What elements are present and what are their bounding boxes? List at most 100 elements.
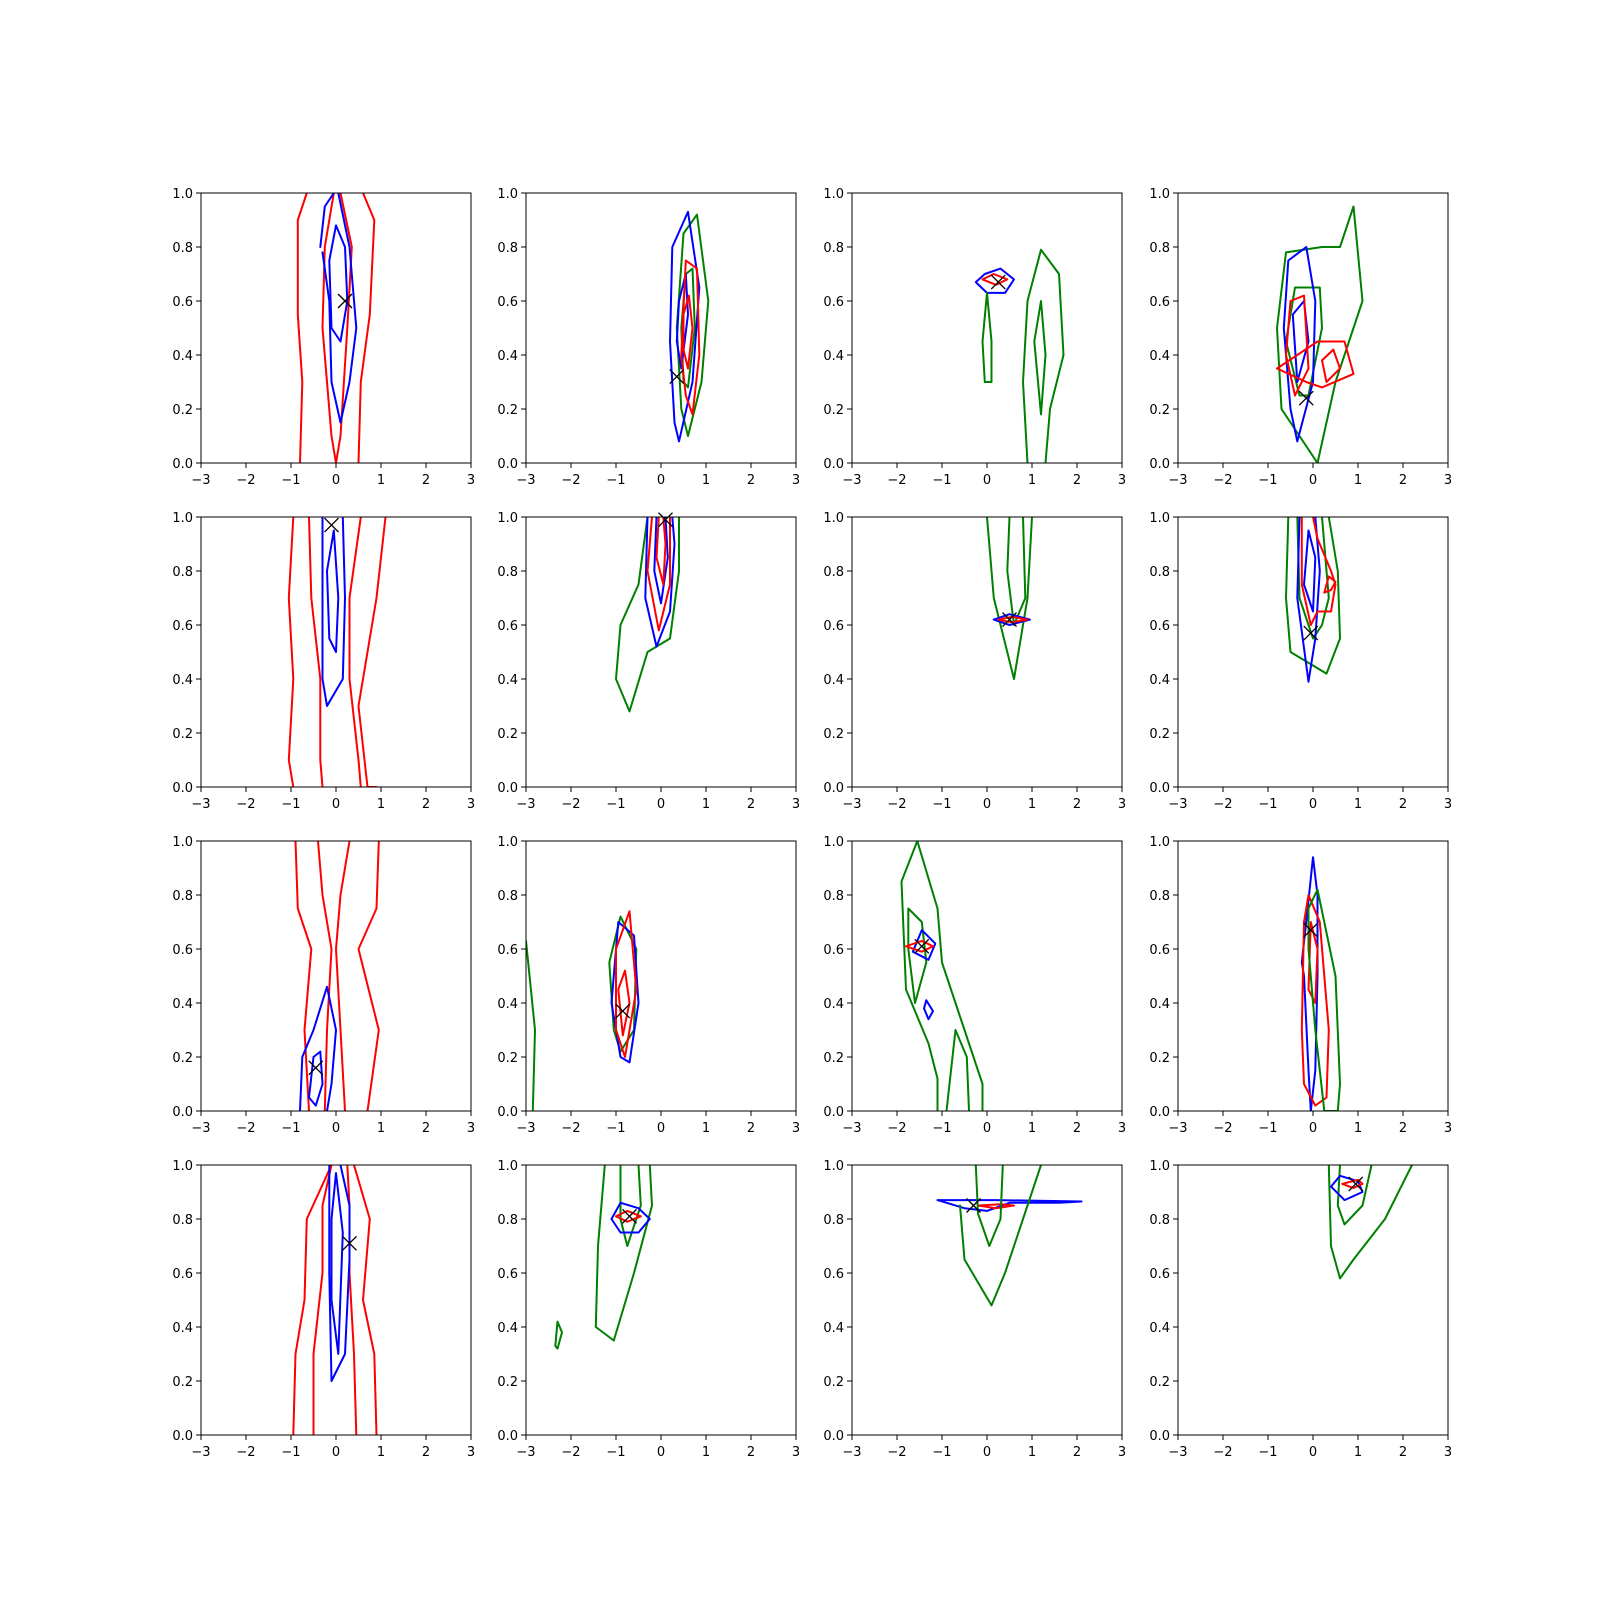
y-tick-label: 1.0	[172, 187, 193, 202]
x-tick-label: 1	[702, 1121, 710, 1136]
y-tick-label: 0.6	[497, 943, 518, 958]
y-tick-label: 1.0	[172, 1159, 193, 1174]
y-tick-label: 0.8	[823, 1213, 844, 1228]
green-contour-line	[526, 939, 536, 1111]
y-tick-label: 1.0	[823, 1159, 844, 1174]
panel-13: −3 −2 −1 0 1 2 3 0.0 0.2 0.4 0.6 0.8 1.0	[172, 1159, 475, 1460]
axes-frame	[1177, 192, 1449, 464]
x-tick-label: −2	[236, 1121, 255, 1136]
y-tick-label: 0.6	[1149, 295, 1170, 310]
x-tick-label: 3	[792, 797, 800, 812]
x-tick-label: −2	[561, 797, 580, 812]
contour-group	[296, 193, 376, 463]
x-tick-label: −1	[606, 1121, 625, 1136]
contour-group	[669, 210, 710, 443]
axes-frame	[200, 1164, 472, 1436]
x-marker	[1303, 625, 1319, 641]
panel-8: −3 −2 −1 0 1 2 3 0.0 0.2 0.4 0.6 0.8 1.0	[1149, 511, 1452, 812]
panel-16: −3 −2 −1 0 1 2 3 0.0 0.2 0.4 0.6 0.8 1.0	[1149, 1159, 1452, 1460]
x-tick-label: 1	[1354, 1121, 1362, 1136]
x-tick-label: −1	[1258, 797, 1277, 812]
contour-group	[1285, 517, 1341, 683]
red-contour-line	[335, 841, 351, 1111]
green-contour-line	[900, 841, 939, 1111]
contour-group	[936, 1165, 1083, 1307]
blue-contour-line	[308, 1050, 324, 1107]
green-contour-line	[1336, 1165, 1373, 1226]
x-tick-label: −1	[932, 797, 951, 812]
y-tick-label: 0.6	[1149, 619, 1170, 634]
x-tick-label: 0	[657, 797, 665, 812]
x-tick-label: −3	[1168, 1445, 1187, 1460]
x-tick-label: 1	[1354, 473, 1362, 488]
contour-group	[986, 517, 1033, 680]
x-tick-label: 0	[1309, 1121, 1317, 1136]
blue-contour-line	[1296, 517, 1321, 683]
axes-frame	[525, 1164, 797, 1436]
red-contour-line	[353, 1165, 378, 1435]
x-tick-label: −3	[842, 473, 861, 488]
y-tick-label: 1.0	[1149, 187, 1170, 202]
red-contour-line	[357, 841, 380, 1111]
x-tick-label: −2	[1213, 473, 1232, 488]
x-tick-label: −3	[842, 797, 861, 812]
red-contour-line	[287, 517, 295, 787]
green-contour-line	[1006, 517, 1027, 626]
x-tick-label: 1	[1028, 1121, 1036, 1136]
green-contour-line	[981, 291, 993, 383]
y-tick-label: 1.0	[1149, 1159, 1170, 1174]
y-tick-label: 0.0	[1149, 1429, 1170, 1444]
y-tick-label: 1.0	[497, 1159, 518, 1174]
x-tick-label: 0	[983, 797, 991, 812]
x-tick-label: 0	[657, 1121, 665, 1136]
x-tick-label: 2	[422, 1445, 430, 1460]
y-tick-label: 1.0	[497, 511, 518, 526]
x-tick-label: 1	[1028, 1445, 1036, 1460]
blue-contour-line	[923, 999, 934, 1021]
y-tick-label: 0.0	[497, 457, 518, 472]
x-tick-label: 2	[422, 1121, 430, 1136]
x-tick-label: −1	[281, 1121, 300, 1136]
green-contour-line	[1285, 517, 1341, 675]
y-tick-label: 0.4	[823, 673, 844, 688]
red-contour-line	[308, 517, 324, 787]
axes-frame	[851, 192, 1123, 464]
blue-contour-line	[974, 267, 1015, 294]
x-tick-label: −2	[561, 1121, 580, 1136]
y-tick-label: 0.2	[1149, 403, 1170, 418]
axes-frame	[200, 192, 472, 464]
red-contour-line	[321, 193, 353, 463]
axes-frame	[525, 516, 797, 788]
x-tick-label: −3	[191, 1121, 210, 1136]
y-tick-label: 0.4	[172, 673, 193, 688]
green-contour-line	[1285, 286, 1323, 397]
x-tick-label: −1	[281, 1445, 300, 1460]
blue-contour-line	[326, 529, 340, 653]
contour-group	[1276, 205, 1364, 463]
y-tick-label: 0.4	[1149, 1321, 1170, 1336]
blue-contour-line	[321, 193, 358, 424]
red-contour-line	[357, 517, 387, 787]
x-marker	[1348, 1176, 1364, 1192]
x-tick-label: 0	[1309, 797, 1317, 812]
y-tick-label: 0.4	[172, 349, 193, 364]
green-contour-line	[1276, 205, 1364, 463]
y-tick-label: 0.8	[172, 241, 193, 256]
x-tick-label: 2	[747, 1121, 755, 1136]
x-tick-label: −1	[1258, 1445, 1277, 1460]
y-tick-label: 0.6	[1149, 943, 1170, 958]
x-tick-label: 0	[332, 473, 340, 488]
x-marker	[669, 369, 685, 385]
x-tick-label: 0	[1309, 473, 1317, 488]
blue-contour-line	[610, 1201, 651, 1234]
axes-frame	[851, 840, 1123, 1112]
y-tick-label: 0.0	[497, 781, 518, 796]
green-contour-line	[1327, 1165, 1413, 1280]
x-tick-label: 1	[377, 797, 385, 812]
panel-3: −3 −2 −1 0 1 2 3 0.0 0.2 0.4 0.6 0.8 1.0	[823, 187, 1126, 488]
blue-contour-line	[1303, 529, 1317, 613]
y-tick-label: 0.2	[172, 1051, 193, 1066]
x-tick-label: −2	[236, 1445, 255, 1460]
panel-12: −3 −2 −1 0 1 2 3 0.0 0.2 0.4 0.6 0.8 1.0	[1149, 835, 1452, 1136]
red-contour-line	[905, 939, 934, 953]
